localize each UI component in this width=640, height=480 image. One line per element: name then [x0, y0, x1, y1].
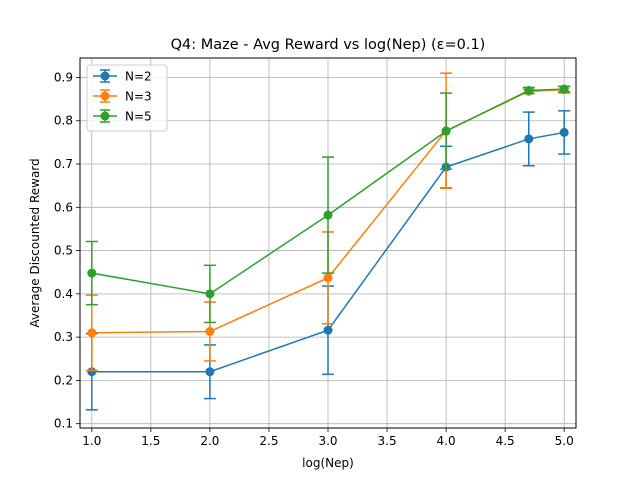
x-axis-label: log(Nep) — [302, 456, 354, 470]
y-tick-label: 0.8 — [54, 114, 73, 128]
axis-ticks: 1.0 1.5 2.0 2.5 3.0 3.5 4.0 4.5 5.0 0.1 0.2 0.3 0.4 0… — [54, 70, 574, 448]
x-tick-label: 5.0 — [555, 434, 574, 448]
legend-entry: N=2 — [93, 69, 152, 84]
y-tick-label: 0.6 — [54, 200, 73, 214]
data-point — [559, 84, 569, 94]
data-point — [87, 328, 97, 338]
legend-entry: N=5 — [93, 109, 152, 124]
y-tick-label: 0.1 — [54, 417, 73, 431]
chart-title: Q4: Maze - Avg Reward vs log(Nep) (ε=0.1… — [171, 37, 486, 53]
data-point — [205, 289, 215, 299]
y-axis-label: Average Discounted Reward — [28, 158, 42, 327]
series-line — [91, 88, 565, 295]
legend: N=2 N=3 N=5 — [86, 64, 168, 132]
data-point — [524, 134, 534, 144]
data-point — [441, 126, 451, 136]
data-point — [205, 367, 215, 377]
y-tick-label: 0.4 — [54, 287, 73, 301]
x-tick-label: 3.5 — [378, 434, 397, 448]
y-tick-label: 0.2 — [54, 373, 73, 387]
series-layer — [85, 72, 571, 411]
data-point — [323, 273, 333, 283]
legend-marker — [100, 71, 110, 81]
y-tick-label: 0.5 — [54, 244, 73, 258]
data-point — [87, 367, 97, 377]
x-tick-label: 2.5 — [259, 434, 278, 448]
legend-marker — [100, 91, 110, 101]
x-tick-label: 4.5 — [496, 434, 515, 448]
data-point — [205, 326, 215, 336]
x-tick-label: 1.5 — [141, 434, 160, 448]
data-point — [87, 268, 97, 278]
y-tick-label: 0.3 — [54, 330, 73, 344]
legend-label: N=3 — [125, 90, 152, 104]
series-line — [91, 88, 565, 334]
x-tick-label: 4.0 — [437, 434, 456, 448]
data-point — [559, 127, 569, 137]
legend-label: N=5 — [125, 110, 152, 124]
legend-entry: N=3 — [93, 89, 152, 104]
data-point — [323, 210, 333, 220]
data-point — [323, 325, 333, 335]
legend-marker — [100, 111, 110, 121]
legend-label: N=2 — [125, 70, 152, 84]
series-line — [91, 131, 565, 373]
x-tick-label: 3.0 — [318, 434, 337, 448]
y-tick-label: 0.9 — [54, 70, 73, 84]
plot-frame — [79, 57, 577, 429]
y-tick-label: 0.7 — [54, 157, 73, 171]
series-3 — [85, 84, 571, 324]
x-tick-label: 1.0 — [82, 434, 101, 448]
x-tick-label: 2.0 — [200, 434, 219, 448]
data-point — [524, 85, 534, 95]
